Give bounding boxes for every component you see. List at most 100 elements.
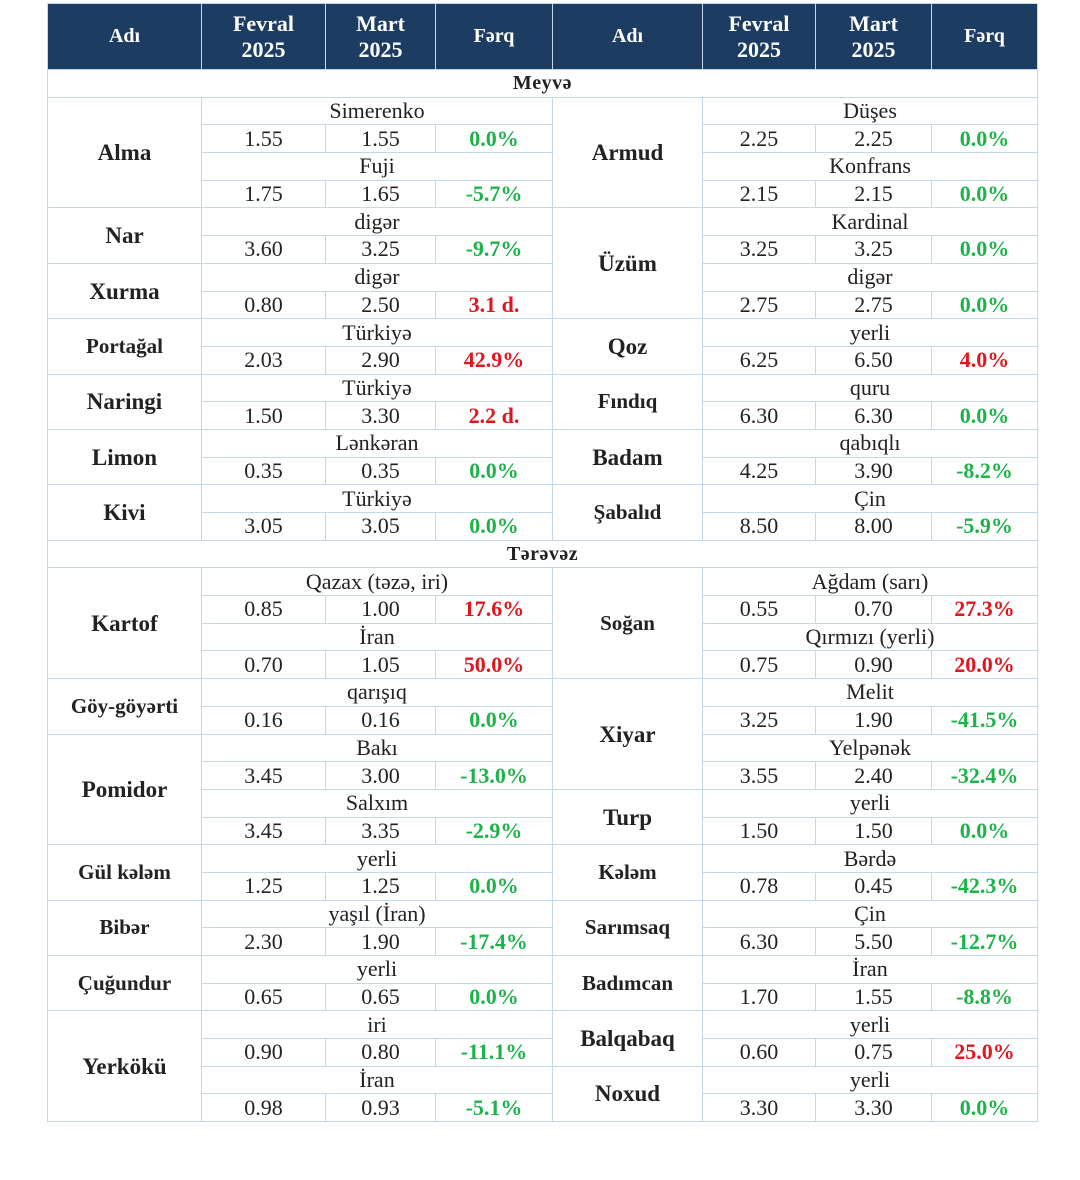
price-mar: 1.55 (325, 124, 436, 154)
price-mar: 0.16 (325, 705, 436, 735)
price-diff: -32.4% (931, 761, 1038, 790)
price-mar: 1.55 (815, 982, 932, 1012)
price-mar: 2.15 (815, 179, 932, 209)
product-name: Göy-göyərti (47, 678, 202, 735)
variety: yerli (702, 1065, 1038, 1095)
price-feb: 1.50 (201, 401, 326, 430)
variety: Qırmızı (yerli) (702, 622, 1038, 652)
product-name: Badımcan (552, 954, 703, 1012)
product-name: Fındıq (552, 373, 703, 430)
variety: Düşes (702, 96, 1038, 126)
product-name: Yerkökü (47, 1010, 202, 1123)
variety: Türkiyə (201, 373, 553, 403)
price-feb: 6.25 (702, 345, 816, 375)
price-diff: 0.0% (931, 290, 1038, 320)
product-name: Qoz (552, 318, 703, 375)
price-diff: -17.4% (435, 927, 553, 956)
variety: digər (702, 262, 1038, 292)
price-feb: 3.45 (201, 761, 326, 790)
price-feb: 0.98 (201, 1093, 326, 1123)
variety: İran (201, 1065, 553, 1095)
variety: qarışıq (201, 678, 553, 707)
price-feb: 3.30 (702, 1093, 816, 1123)
variety: yaşıl (İran) (201, 899, 553, 929)
price-diff: -5.7% (435, 179, 553, 209)
price-mar: 5.50 (815, 927, 932, 956)
price-mar: 2.90 (325, 345, 436, 375)
variety: Türkiyə (201, 484, 553, 513)
variety: digər (201, 262, 553, 292)
price-mar: 6.30 (815, 401, 932, 430)
price-diff: 2.2 d. (435, 401, 553, 430)
product-name: Naringi (47, 373, 202, 430)
variety: İran (201, 622, 553, 652)
price-mar: 1.00 (325, 595, 436, 624)
price-diff: 27.3% (931, 595, 1038, 624)
price-feb: 3.45 (201, 816, 326, 846)
price-feb: 3.05 (201, 512, 326, 541)
variety: Çin (702, 899, 1038, 929)
price-mar: 2.50 (325, 290, 436, 320)
variety: Simerenko (201, 96, 553, 126)
variety: Türkiyə (201, 318, 553, 347)
price-mar: 0.65 (325, 982, 436, 1012)
product-name: Portağal (47, 318, 202, 375)
price-mar: 0.93 (325, 1093, 436, 1123)
variety: yerli (201, 844, 553, 873)
price-diff: 0.0% (435, 705, 553, 735)
price-feb: 3.60 (201, 235, 326, 264)
price-feb: 0.85 (201, 595, 326, 624)
variety: qabıqlı (702, 428, 1038, 458)
product-name: Sarımsaq (552, 899, 703, 957)
product-name: Üzüm (552, 207, 703, 320)
price-mar: 8.00 (815, 512, 932, 541)
price-feb: 1.70 (702, 982, 816, 1012)
price-feb: 0.16 (201, 705, 326, 735)
price-feb: 0.75 (702, 650, 816, 680)
price-feb: 0.90 (201, 1038, 326, 1067)
price-feb: 0.60 (702, 1038, 816, 1067)
price-feb: 0.78 (702, 871, 816, 901)
product-name: Balqabaq (552, 1010, 703, 1067)
price-diff: -5.1% (435, 1093, 553, 1123)
price-mar: 0.90 (815, 650, 932, 680)
variety: digər (201, 207, 553, 237)
price-mar: 3.05 (325, 512, 436, 541)
price-mar: 1.90 (325, 927, 436, 956)
price-diff: 50.0% (435, 650, 553, 680)
variety: Lənkəran (201, 428, 553, 458)
price-feb: 8.50 (702, 512, 816, 541)
price-feb: 1.75 (201, 179, 326, 209)
variety: Yelpənək (702, 733, 1038, 763)
price-feb: 6.30 (702, 401, 816, 430)
price-diff: -42.3% (931, 871, 1038, 901)
price-mar: 1.50 (815, 816, 932, 846)
product-name: Soğan (552, 567, 703, 680)
price-diff: 20.0% (931, 650, 1038, 680)
product-name: Noxud (552, 1065, 703, 1123)
price-feb: 3.25 (702, 235, 816, 264)
header-diff: Fərq (435, 3, 553, 70)
table-header: Adı Fevral 2025 Mart 2025 Fərq Adı Fevral 2… (47, 3, 1038, 70)
price-feb: 1.50 (702, 816, 816, 846)
price-mar: 3.90 (815, 456, 932, 486)
price-diff: 0.0% (931, 1093, 1038, 1123)
price-diff: 0.0% (931, 816, 1038, 846)
price-diff: -11.1% (435, 1038, 553, 1067)
product-name: Kartof (47, 567, 202, 680)
price-mar: 3.30 (325, 401, 436, 430)
header-feb: Fevral 2025 (201, 3, 326, 70)
price-feb: 4.25 (702, 456, 816, 486)
price-feb: 0.80 (201, 290, 326, 320)
price-feb: 3.25 (702, 705, 816, 735)
price-feb: 2.15 (702, 179, 816, 209)
price-mar: 1.25 (325, 871, 436, 901)
price-diff: 0.0% (435, 124, 553, 154)
price-feb: 0.70 (201, 650, 326, 680)
price-mar: 3.25 (815, 235, 932, 264)
price-feb: 1.25 (201, 871, 326, 901)
price-diff: 0.0% (931, 179, 1038, 209)
price-mar: 1.05 (325, 650, 436, 680)
price-diff: -8.2% (931, 456, 1038, 486)
product-name: Nar (47, 207, 202, 264)
